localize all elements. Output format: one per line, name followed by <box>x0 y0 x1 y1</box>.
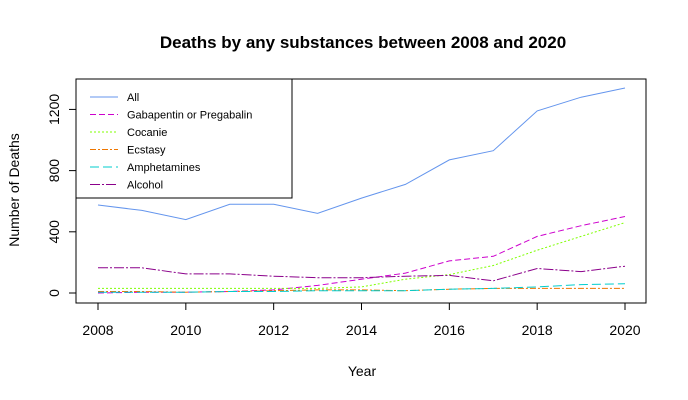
legend-label: Amphetamines <box>127 162 201 174</box>
legend-label: Cocanie <box>127 127 167 139</box>
legend-label: All <box>127 92 139 104</box>
y-axis: 0 400 800 1200 <box>46 94 76 297</box>
legend-label: Alcohol <box>127 180 163 192</box>
series-line-2 <box>98 222 626 289</box>
y-tick-label: 800 <box>46 159 62 183</box>
x-tick-label: 2012 <box>258 322 289 338</box>
chart-title: Deaths by any substances between 2008 an… <box>160 33 566 52</box>
series-line-4 <box>98 283 626 293</box>
x-axis: 2008 2010 2012 2014 2016 2018 2020 <box>82 303 641 338</box>
y-tick-label: 400 <box>46 220 62 244</box>
x-axis-label: Year <box>348 363 377 379</box>
legend: All Gabapentin or Pregabalin Cocanie Ecstas… <box>75 78 293 199</box>
legend-label: Ecstasy <box>127 145 166 157</box>
x-tick-label: 2010 <box>170 322 201 338</box>
legend-box <box>75 78 293 199</box>
series-line-0 <box>97 87 626 221</box>
x-tick-label: 2018 <box>522 322 553 338</box>
series-line-1 <box>97 216 626 294</box>
x-tick-label: 2014 <box>346 322 377 338</box>
series-lines <box>97 87 626 294</box>
legend-label: Gabapentin or Pregabalin <box>127 110 252 122</box>
x-tick-label: 2008 <box>82 322 113 338</box>
x-tick-label: 2016 <box>434 322 465 338</box>
y-tick-label: 0 <box>46 289 62 297</box>
x-tick-label: 2020 <box>609 322 640 338</box>
series-line-5 <box>98 265 626 282</box>
y-tick-label: 1200 <box>46 94 62 125</box>
series-line-3 <box>98 287 625 293</box>
y-axis-label: Number of Deaths <box>6 133 22 247</box>
